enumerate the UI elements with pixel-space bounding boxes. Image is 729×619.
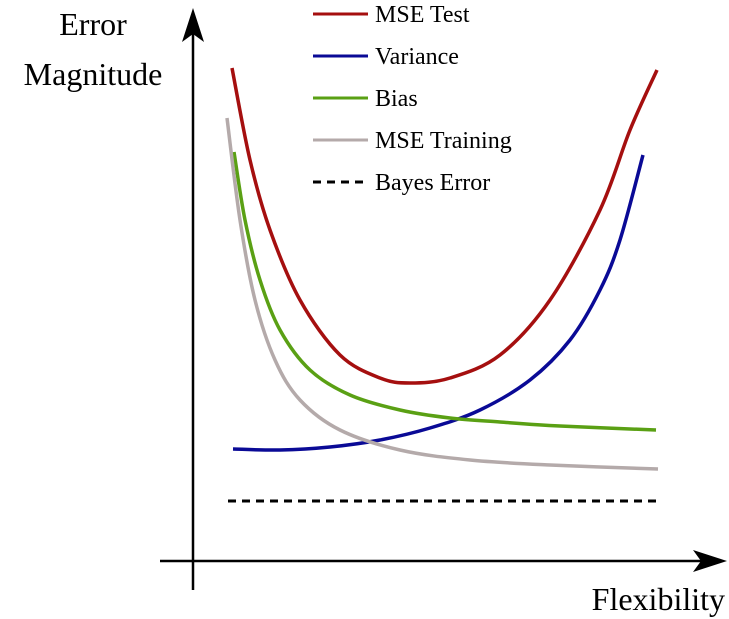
legend-label: Bias [375, 86, 418, 112]
series-line [232, 151, 657, 432]
legend-label: Variance [375, 44, 459, 70]
legend-label: MSE Test [375, 2, 470, 28]
legend-label: MSE Training [375, 128, 512, 154]
series-line [232, 154, 645, 452]
y-axis-label: Magnitude [24, 56, 163, 92]
y-axis-label: Error [59, 6, 127, 42]
x-axis-label: Flexibility [592, 581, 725, 617]
series-line [230, 67, 659, 385]
legend-label: Bayes Error [375, 170, 490, 196]
x-axis-arrow [693, 550, 727, 572]
series-line [225, 117, 659, 471]
y-axis-arrow [182, 8, 204, 42]
